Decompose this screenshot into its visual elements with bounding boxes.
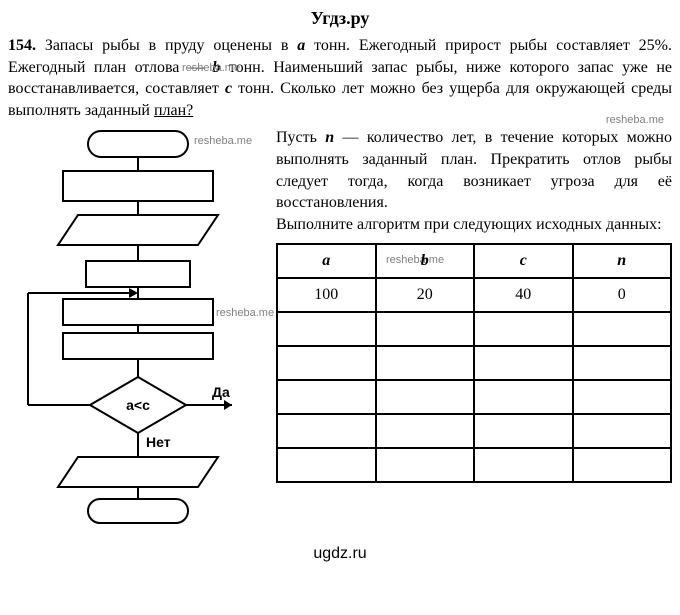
- cell: [474, 414, 573, 448]
- cell: [277, 346, 376, 380]
- cell: 0: [573, 278, 672, 312]
- col-c: c: [474, 244, 573, 278]
- table-row: 100 20 40 0: [277, 278, 671, 312]
- cell: [474, 346, 573, 380]
- cell: 40: [474, 278, 573, 312]
- desc-p3: Выполните алгоритм при следующих исходны…: [276, 216, 662, 233]
- cell: [573, 380, 672, 414]
- footer-site: ugdz.ru: [8, 545, 672, 563]
- table-row: [277, 346, 671, 380]
- watermark-4: resheba.me: [216, 307, 274, 319]
- cell: [376, 312, 475, 346]
- var-n: n: [325, 129, 334, 146]
- fc-output: [58, 457, 218, 487]
- cell: [376, 448, 475, 482]
- var-c: c: [225, 80, 232, 97]
- fc-condition-text: a<c: [126, 397, 150, 413]
- fc-start: [88, 131, 188, 157]
- fc-yes-label: Да: [212, 384, 230, 400]
- fc-process-3: [63, 299, 213, 325]
- cell: [376, 346, 475, 380]
- table-row: [277, 414, 671, 448]
- table-row: [277, 448, 671, 482]
- cell: [474, 380, 573, 414]
- cell: [277, 414, 376, 448]
- cell: [573, 414, 672, 448]
- desc-p2: — количество лет, в течение которых можн…: [276, 129, 672, 211]
- algorithm-trace-table: a b c n 100 20 40 0: [276, 243, 672, 483]
- cell: [474, 312, 573, 346]
- flowchart-column: a<c Да Нет resheba.me resheba.me: [8, 127, 268, 527]
- col-n: n: [573, 244, 672, 278]
- watermark-2: resheba.me: [606, 113, 664, 128]
- fc-no-label: Нет: [146, 434, 171, 450]
- cell: [376, 380, 475, 414]
- right-column: Пусть n — количество лет, в течение кото…: [276, 127, 672, 527]
- cell: 20: [376, 278, 475, 312]
- cell: [573, 346, 672, 380]
- problem-statement: 154. Запасы рыбы в пруду оценены в a тон…: [8, 35, 672, 121]
- cell: [277, 448, 376, 482]
- cell: [277, 312, 376, 346]
- fc-end: [88, 499, 188, 523]
- problem-text-p1: Запасы рыбы в пруду оценены в: [45, 37, 297, 54]
- fc-process-4: [63, 333, 213, 359]
- fc-process-1: [63, 171, 213, 201]
- fc-process-2: [86, 261, 190, 287]
- cell: [474, 448, 573, 482]
- watermark-1: resheba.me: [182, 61, 240, 76]
- table-row: [277, 380, 671, 414]
- description: Пусть n — количество лет, в течение кото…: [276, 127, 672, 235]
- cell: [376, 414, 475, 448]
- flowchart-svg: a<c Да Нет: [8, 127, 268, 527]
- table-header-row: a b c n: [277, 244, 671, 278]
- cell: [277, 380, 376, 414]
- table-row: [277, 312, 671, 346]
- col-a: a: [277, 244, 376, 278]
- cell: 100: [277, 278, 376, 312]
- plan-underlined: план?: [154, 102, 193, 119]
- site-header: Угдз.ру: [8, 8, 672, 29]
- problem-number: 154.: [8, 37, 36, 54]
- watermark-3: resheba.me: [194, 135, 252, 147]
- cell: [573, 448, 672, 482]
- desc-p1: Пусть: [276, 129, 325, 146]
- fc-input: [58, 215, 218, 245]
- col-b: b: [376, 244, 475, 278]
- cell: [573, 312, 672, 346]
